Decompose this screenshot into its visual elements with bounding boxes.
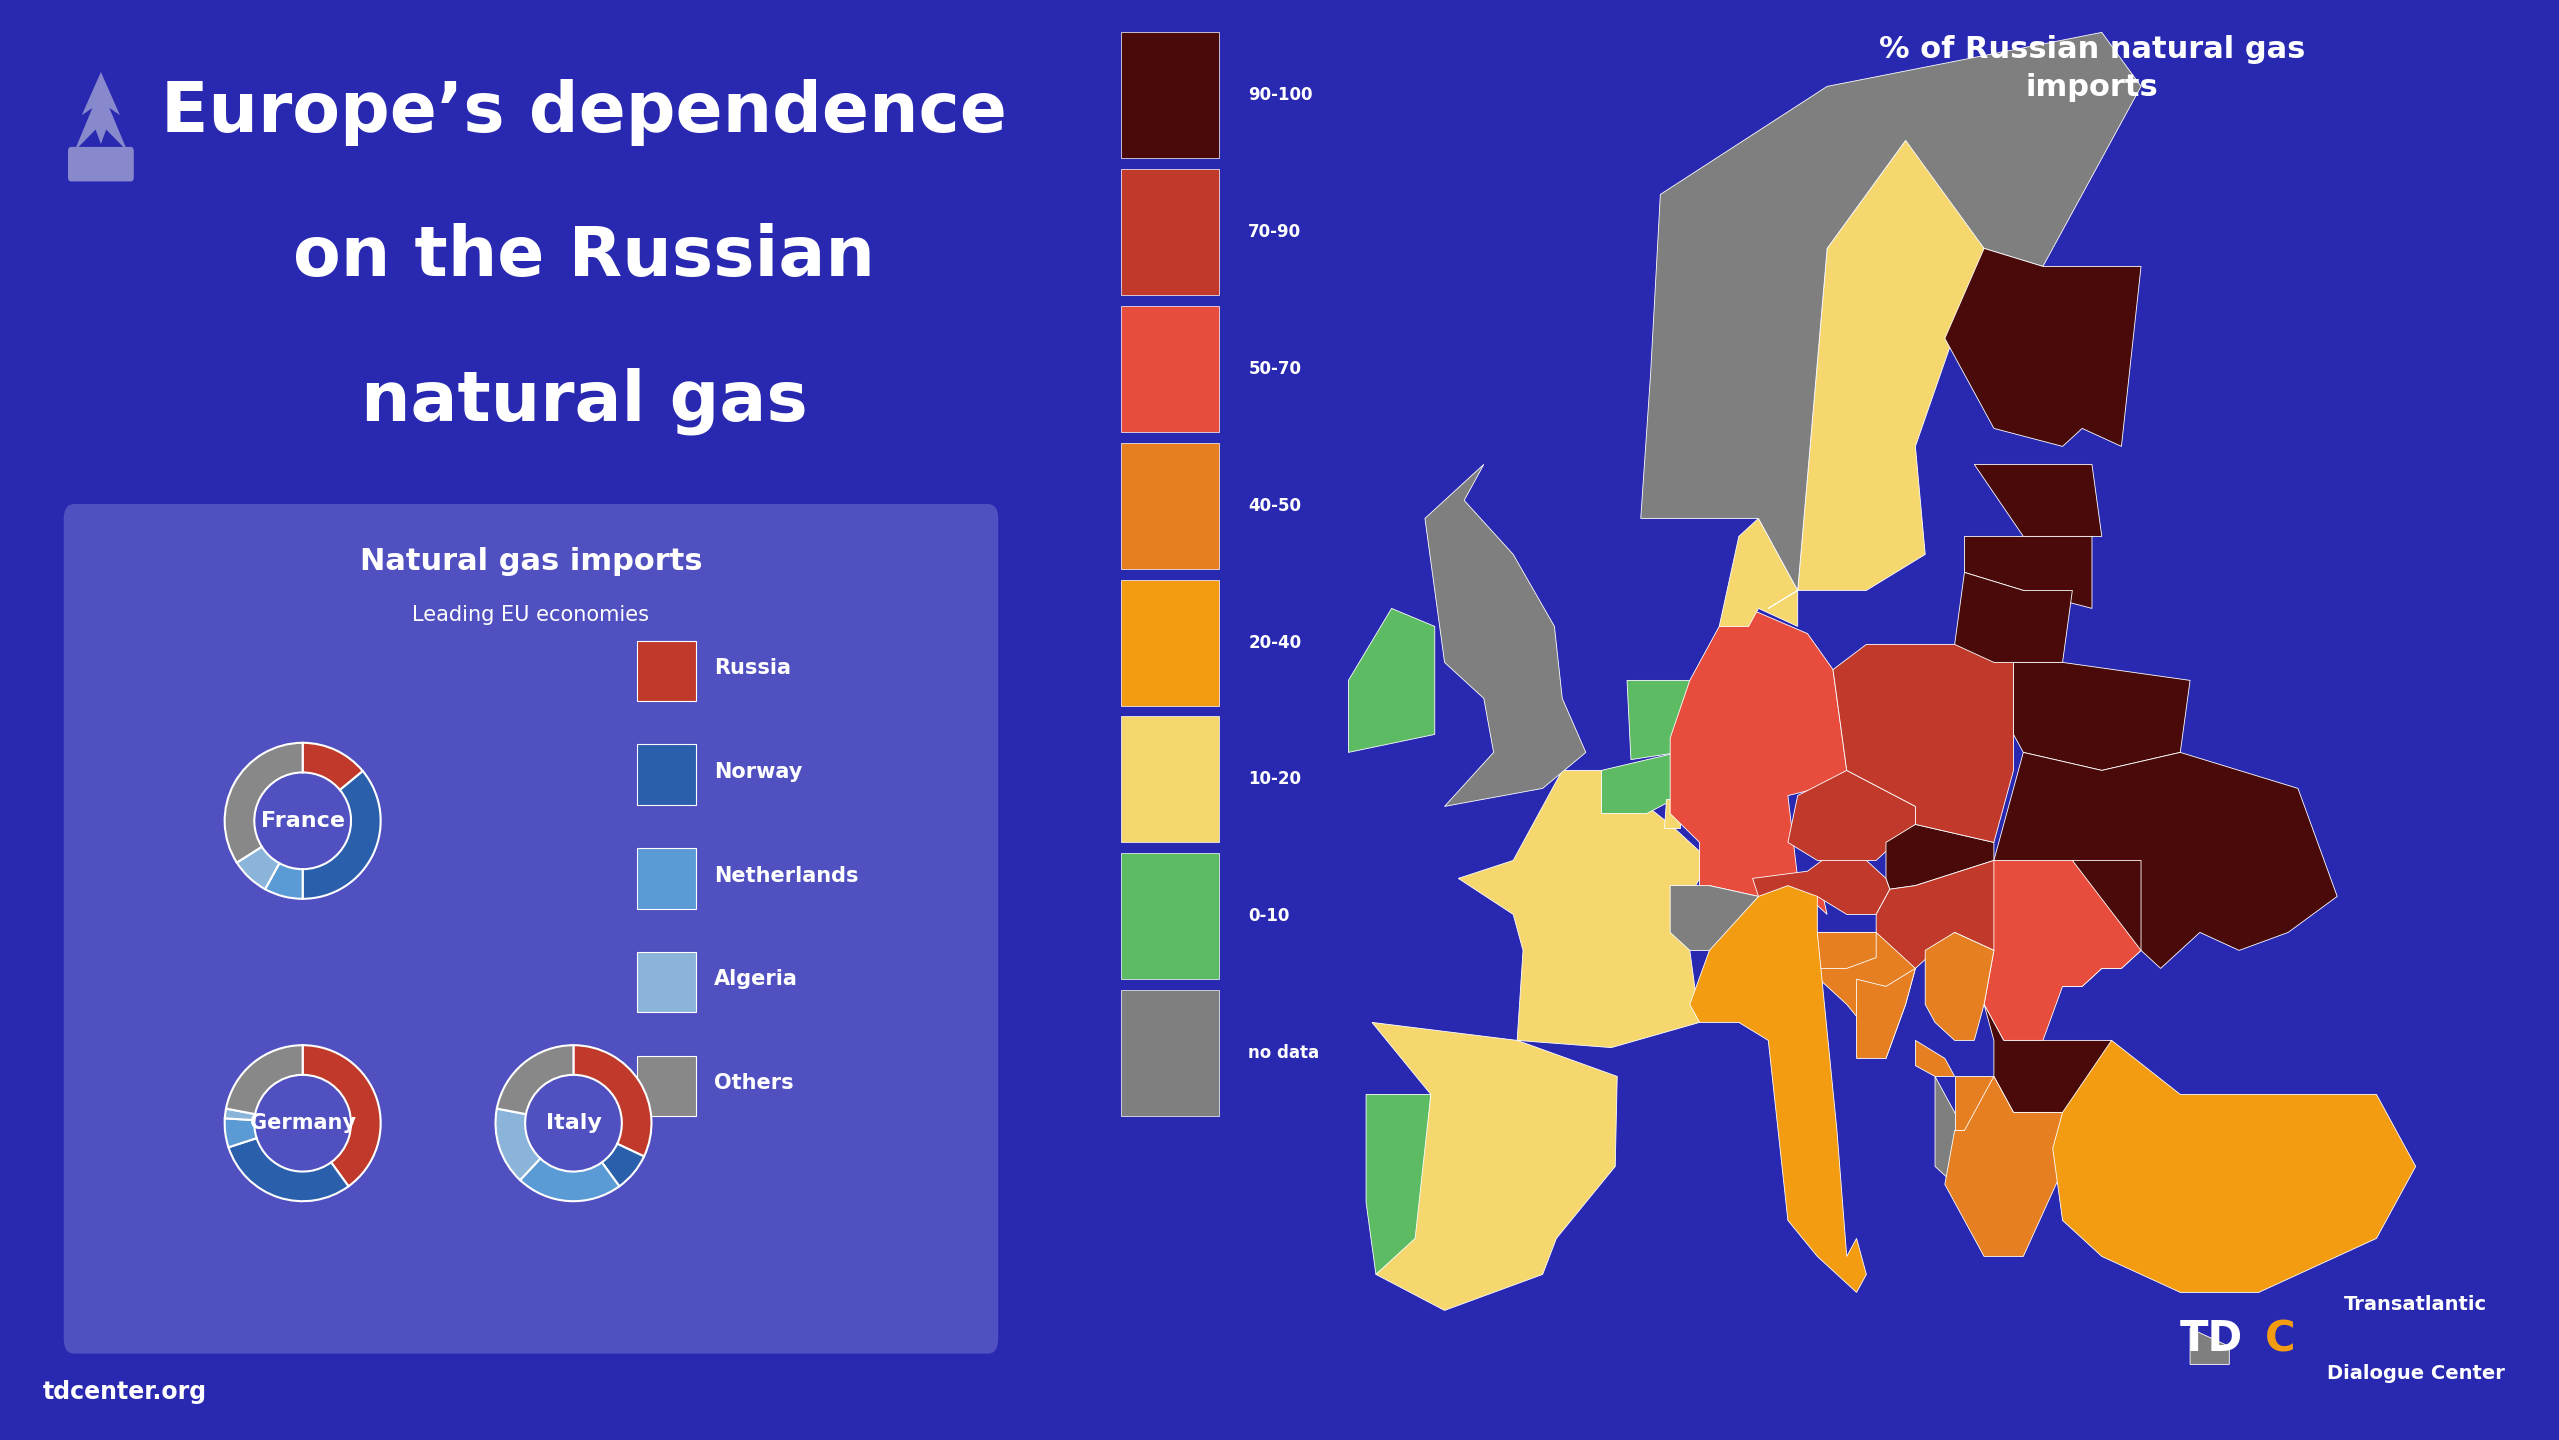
- Polygon shape: [1628, 680, 1694, 759]
- Polygon shape: [1945, 248, 2142, 446]
- Polygon shape: [1367, 1094, 1430, 1274]
- Polygon shape: [1858, 968, 1917, 1058]
- Polygon shape: [1976, 464, 2101, 536]
- Polygon shape: [2014, 662, 2191, 770]
- Text: Russia: Russia: [714, 658, 791, 678]
- Wedge shape: [225, 1109, 256, 1120]
- Wedge shape: [225, 743, 302, 863]
- Bar: [1121, 579, 1218, 706]
- Bar: [637, 744, 696, 805]
- Text: tdcenter.org: tdcenter.org: [44, 1380, 207, 1404]
- Text: Netherlands: Netherlands: [714, 865, 857, 886]
- Bar: [637, 952, 696, 1012]
- Text: Germany: Germany: [251, 1113, 356, 1133]
- Polygon shape: [1955, 572, 2073, 662]
- Polygon shape: [1817, 933, 1876, 968]
- Bar: [637, 641, 696, 701]
- Bar: [1121, 716, 1218, 842]
- Polygon shape: [1720, 518, 1796, 626]
- Text: 50-70: 50-70: [1249, 360, 1303, 377]
- Wedge shape: [225, 1119, 256, 1148]
- Text: 0-10: 0-10: [1249, 907, 1290, 924]
- Polygon shape: [1425, 464, 1587, 806]
- Text: Leading EU economies: Leading EU economies: [412, 605, 650, 625]
- Polygon shape: [1372, 1022, 1617, 1310]
- Bar: [1121, 305, 1218, 432]
- Text: 40-50: 40-50: [1249, 497, 1303, 514]
- Text: 20-40: 20-40: [1249, 634, 1303, 651]
- Text: no data: no data: [1249, 1044, 1320, 1061]
- Wedge shape: [573, 1045, 653, 1156]
- Wedge shape: [496, 1045, 573, 1115]
- Text: on the Russian: on the Russian: [294, 223, 875, 291]
- Text: Others: Others: [714, 1073, 793, 1093]
- Polygon shape: [2052, 1040, 2416, 1292]
- Polygon shape: [2191, 1328, 2229, 1364]
- Polygon shape: [2073, 860, 2142, 968]
- Bar: [1121, 32, 1218, 158]
- Wedge shape: [238, 847, 279, 888]
- Polygon shape: [1602, 752, 1679, 814]
- Wedge shape: [225, 1045, 302, 1115]
- Polygon shape: [1945, 1076, 2073, 1256]
- Polygon shape: [1807, 933, 1917, 1058]
- Text: 10-20: 10-20: [1249, 770, 1303, 788]
- Polygon shape: [1917, 1040, 1955, 1076]
- Bar: [1121, 442, 1218, 569]
- Polygon shape: [1935, 1076, 1965, 1184]
- Polygon shape: [1789, 770, 1917, 860]
- Polygon shape: [1671, 886, 1758, 950]
- Text: Italy: Italy: [545, 1113, 601, 1133]
- Text: France: France: [261, 811, 345, 831]
- Wedge shape: [302, 1045, 381, 1187]
- Text: C: C: [2265, 1318, 2295, 1361]
- Polygon shape: [1924, 933, 1993, 1040]
- Polygon shape: [1663, 799, 1681, 828]
- Polygon shape: [1876, 860, 1993, 968]
- Bar: [1121, 168, 1218, 295]
- Polygon shape: [1753, 842, 1891, 914]
- Bar: [637, 1056, 696, 1116]
- Wedge shape: [519, 1158, 619, 1201]
- Text: Transatlantic: Transatlantic: [2344, 1295, 2487, 1315]
- Bar: [637, 848, 696, 909]
- Polygon shape: [1993, 752, 2336, 986]
- Wedge shape: [302, 770, 381, 899]
- Polygon shape: [1768, 122, 1983, 608]
- FancyBboxPatch shape: [64, 504, 998, 1354]
- Polygon shape: [1832, 644, 2014, 842]
- Polygon shape: [1349, 608, 1436, 752]
- Polygon shape: [1983, 1004, 2111, 1112]
- Text: Algeria: Algeria: [714, 969, 798, 989]
- Text: Dialogue Center: Dialogue Center: [2326, 1364, 2505, 1384]
- Text: TD: TD: [2180, 1318, 2242, 1361]
- FancyBboxPatch shape: [69, 147, 133, 181]
- Polygon shape: [1459, 770, 1709, 1047]
- Bar: [1121, 852, 1218, 979]
- Polygon shape: [1955, 1076, 1993, 1130]
- Polygon shape: [1671, 608, 1848, 914]
- Bar: [1121, 989, 1218, 1116]
- Wedge shape: [302, 743, 363, 791]
- Text: 70-90: 70-90: [1249, 223, 1303, 240]
- Text: 90-100: 90-100: [1249, 86, 1313, 104]
- Polygon shape: [1965, 536, 2093, 608]
- Polygon shape: [1689, 886, 1866, 1292]
- Polygon shape: [1955, 860, 2142, 1040]
- Polygon shape: [1886, 824, 1993, 888]
- Text: Norway: Norway: [714, 762, 801, 782]
- Wedge shape: [601, 1143, 645, 1187]
- Text: natural gas: natural gas: [361, 367, 809, 435]
- Text: Europe’s dependence: Europe’s dependence: [161, 79, 1008, 147]
- Wedge shape: [266, 863, 302, 899]
- Wedge shape: [228, 1138, 348, 1201]
- Wedge shape: [496, 1109, 540, 1179]
- Text: % of Russian natural gas
imports: % of Russian natural gas imports: [1878, 35, 2306, 102]
- Polygon shape: [1640, 32, 2142, 590]
- Polygon shape: [74, 72, 128, 151]
- Text: Natural gas imports: Natural gas imports: [361, 547, 701, 576]
